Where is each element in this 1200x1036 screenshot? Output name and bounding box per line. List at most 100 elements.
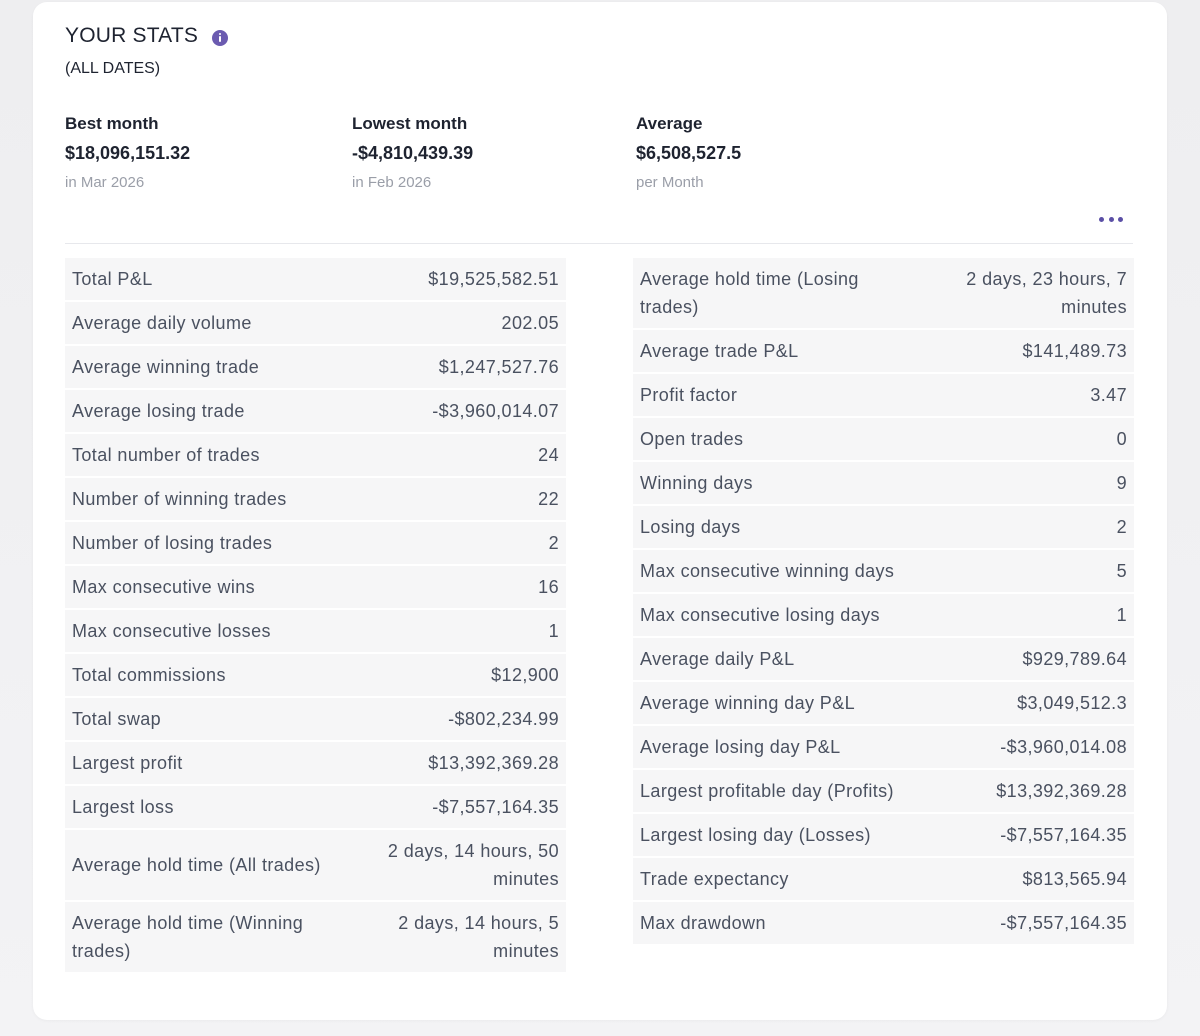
stat-row: Total P&L $19,525,582.51 <box>65 258 566 302</box>
stat-row: Largest profitable day (Profits) $13,392,… <box>633 770 1134 814</box>
stat-row: Average hold time (All trades) 2 days, 14… <box>65 830 566 902</box>
stat-label: Losing days <box>640 517 741 537</box>
stat-row: Average losing day P&L -$3,960,014.08 <box>633 726 1134 770</box>
stat-row: Largest profit $13,392,369.28 <box>65 742 566 786</box>
stat-label: Total swap <box>72 709 162 729</box>
stat-label: Average hold time (Losing trades) <box>640 269 859 317</box>
stat-value: -$7,557,164.35 <box>432 797 559 817</box>
stat-value: 2 days, 14 hours, 5 minutes <box>398 913 559 961</box>
stat-row: Winning days 9 <box>633 462 1134 506</box>
stat-label: Average daily P&L <box>640 649 795 669</box>
stat-label: Profit factor <box>640 385 738 405</box>
page-title: YOUR STATS <box>65 24 199 47</box>
stat-label: Largest loss <box>72 797 174 817</box>
stat-row: Open trades 0 <box>633 418 1134 462</box>
stat-row: Average hold time (Losing trades) 2 days,… <box>633 258 1134 330</box>
stat-value: $3,049,512.3 <box>1017 693 1127 713</box>
stat-row: Profit factor 3.47 <box>633 374 1134 418</box>
stat-row: Average trade P&L $141,489.73 <box>633 330 1134 374</box>
average-period: per Month <box>636 174 704 191</box>
stat-label: Number of winning trades <box>72 489 287 509</box>
stat-row: Largest loss -$7,557,164.35 <box>65 786 566 830</box>
stat-value: 24 <box>538 445 559 465</box>
stat-value: $13,392,369.28 <box>996 781 1127 801</box>
stat-label: Total number of trades <box>72 445 260 465</box>
stat-label: Largest losing day (Losses) <box>640 825 871 845</box>
info-icon[interactable] <box>212 29 229 46</box>
best-month-summary: Best month $18,096,151.32 in Mar 2026 <box>65 114 190 191</box>
stat-label: Total P&L <box>72 269 153 289</box>
stat-value: -$3,960,014.08 <box>1000 737 1127 757</box>
stat-label: Average hold time (All trades) <box>72 855 321 875</box>
stat-label: Average daily volume <box>72 313 252 333</box>
stat-label: Max drawdown <box>640 913 766 933</box>
stat-value: $12,900 <box>491 665 559 685</box>
stat-row: Average hold time (Winning trades) 2 days… <box>65 902 566 974</box>
stat-value: $929,789.64 <box>1022 649 1127 669</box>
stat-label: Number of losing trades <box>72 533 273 553</box>
lowest-month-label: Lowest month <box>352 114 468 133</box>
right-stats-table: Average hold time (Losing trades) 2 days,… <box>633 258 1134 946</box>
stat-row: Max consecutive losses 1 <box>65 610 566 654</box>
stat-value: 16 <box>538 577 559 597</box>
left-stats-table: Total P&L $19,525,582.51 Average daily vol… <box>65 258 566 974</box>
stat-row: Max consecutive losing days 1 <box>633 594 1134 638</box>
stat-value: $13,392,369.28 <box>428 753 559 773</box>
stat-row: Total number of trades 24 <box>65 434 566 478</box>
stats-card: YOUR STATS (ALL DATES) Best month $18,09… <box>33 2 1167 1020</box>
best-month-value: $18,096,151.32 <box>65 143 191 163</box>
stat-value: -$7,557,164.35 <box>1000 825 1127 845</box>
stat-value: -$7,557,164.35 <box>1000 913 1127 933</box>
stat-row: Number of losing trades 2 <box>65 522 566 566</box>
stat-value: 2 <box>1116 517 1127 537</box>
stat-value: 202.05 <box>501 313 559 333</box>
stat-label: Average winning trade <box>72 357 260 377</box>
stat-row: Average winning day P&L $3,049,512.3 <box>633 682 1134 726</box>
stat-value: 2 days, 23 hours, 7 minutes <box>966 269 1127 317</box>
stat-value: $19,525,582.51 <box>428 269 559 289</box>
date-range-label: (ALL DATES) <box>65 60 161 77</box>
stat-label: Trade expectancy <box>640 869 789 889</box>
stat-value: 9 <box>1116 473 1127 493</box>
more-options-button[interactable] <box>1099 210 1123 228</box>
best-month-label: Best month <box>65 114 159 133</box>
stat-label: Largest profit <box>72 753 183 773</box>
stat-row: Max consecutive wins 16 <box>65 566 566 610</box>
stat-value: 0 <box>1116 429 1127 449</box>
more-horizontal-icon <box>1099 216 1104 222</box>
stat-value: 3.47 <box>1090 385 1127 405</box>
stat-row: Total commissions $12,900 <box>65 654 566 698</box>
stat-label: Largest profitable day (Profits) <box>640 781 894 801</box>
stat-value: 2 days, 14 hours, 50 minutes <box>387 841 559 889</box>
stat-row: Max drawdown -$7,557,164.35 <box>633 902 1134 946</box>
average-summary: Average $6,508,527.5 per Month <box>636 114 741 191</box>
stat-value: $813,565.94 <box>1022 869 1127 889</box>
stat-row: Average daily volume 202.05 <box>65 302 566 346</box>
stat-label: Winning days <box>640 473 753 493</box>
stat-label: Total commissions <box>72 665 226 685</box>
stat-row: Losing days 2 <box>633 506 1134 550</box>
stat-row: Total swap -$802,234.99 <box>65 698 566 742</box>
stat-label: Max consecutive losing days <box>640 605 880 625</box>
stat-value: $141,489.73 <box>1022 341 1127 361</box>
stat-label: Max consecutive wins <box>72 577 256 597</box>
stat-label: Average losing day P&L <box>640 737 841 757</box>
stat-row: Average winning trade $1,247,527.76 <box>65 346 566 390</box>
stat-value: 5 <box>1116 561 1127 581</box>
stat-value: -$802,234.99 <box>448 709 559 729</box>
stat-value: 2 <box>548 533 559 553</box>
stat-row: Trade expectancy $813,565.94 <box>633 858 1134 902</box>
lowest-month-value: -$4,810,439.39 <box>352 143 474 163</box>
stat-label: Open trades <box>640 429 744 449</box>
stat-row: Largest losing day (Losses) -$7,557,164.3… <box>633 814 1134 858</box>
stat-row: Max consecutive winning days 5 <box>633 550 1134 594</box>
stats-title: YOUR STATS <box>65 24 229 48</box>
stat-value: 22 <box>538 489 559 509</box>
lowest-month-date: in Feb 2026 <box>352 174 432 191</box>
stat-value: 1 <box>548 621 559 641</box>
stat-label: Average winning day P&L <box>640 693 856 713</box>
stat-row: Average daily P&L $929,789.64 <box>633 638 1134 682</box>
stat-row: Number of winning trades 22 <box>65 478 566 522</box>
divider <box>65 243 1133 244</box>
stat-row: Average losing trade -$3,960,014.07 <box>65 390 566 434</box>
